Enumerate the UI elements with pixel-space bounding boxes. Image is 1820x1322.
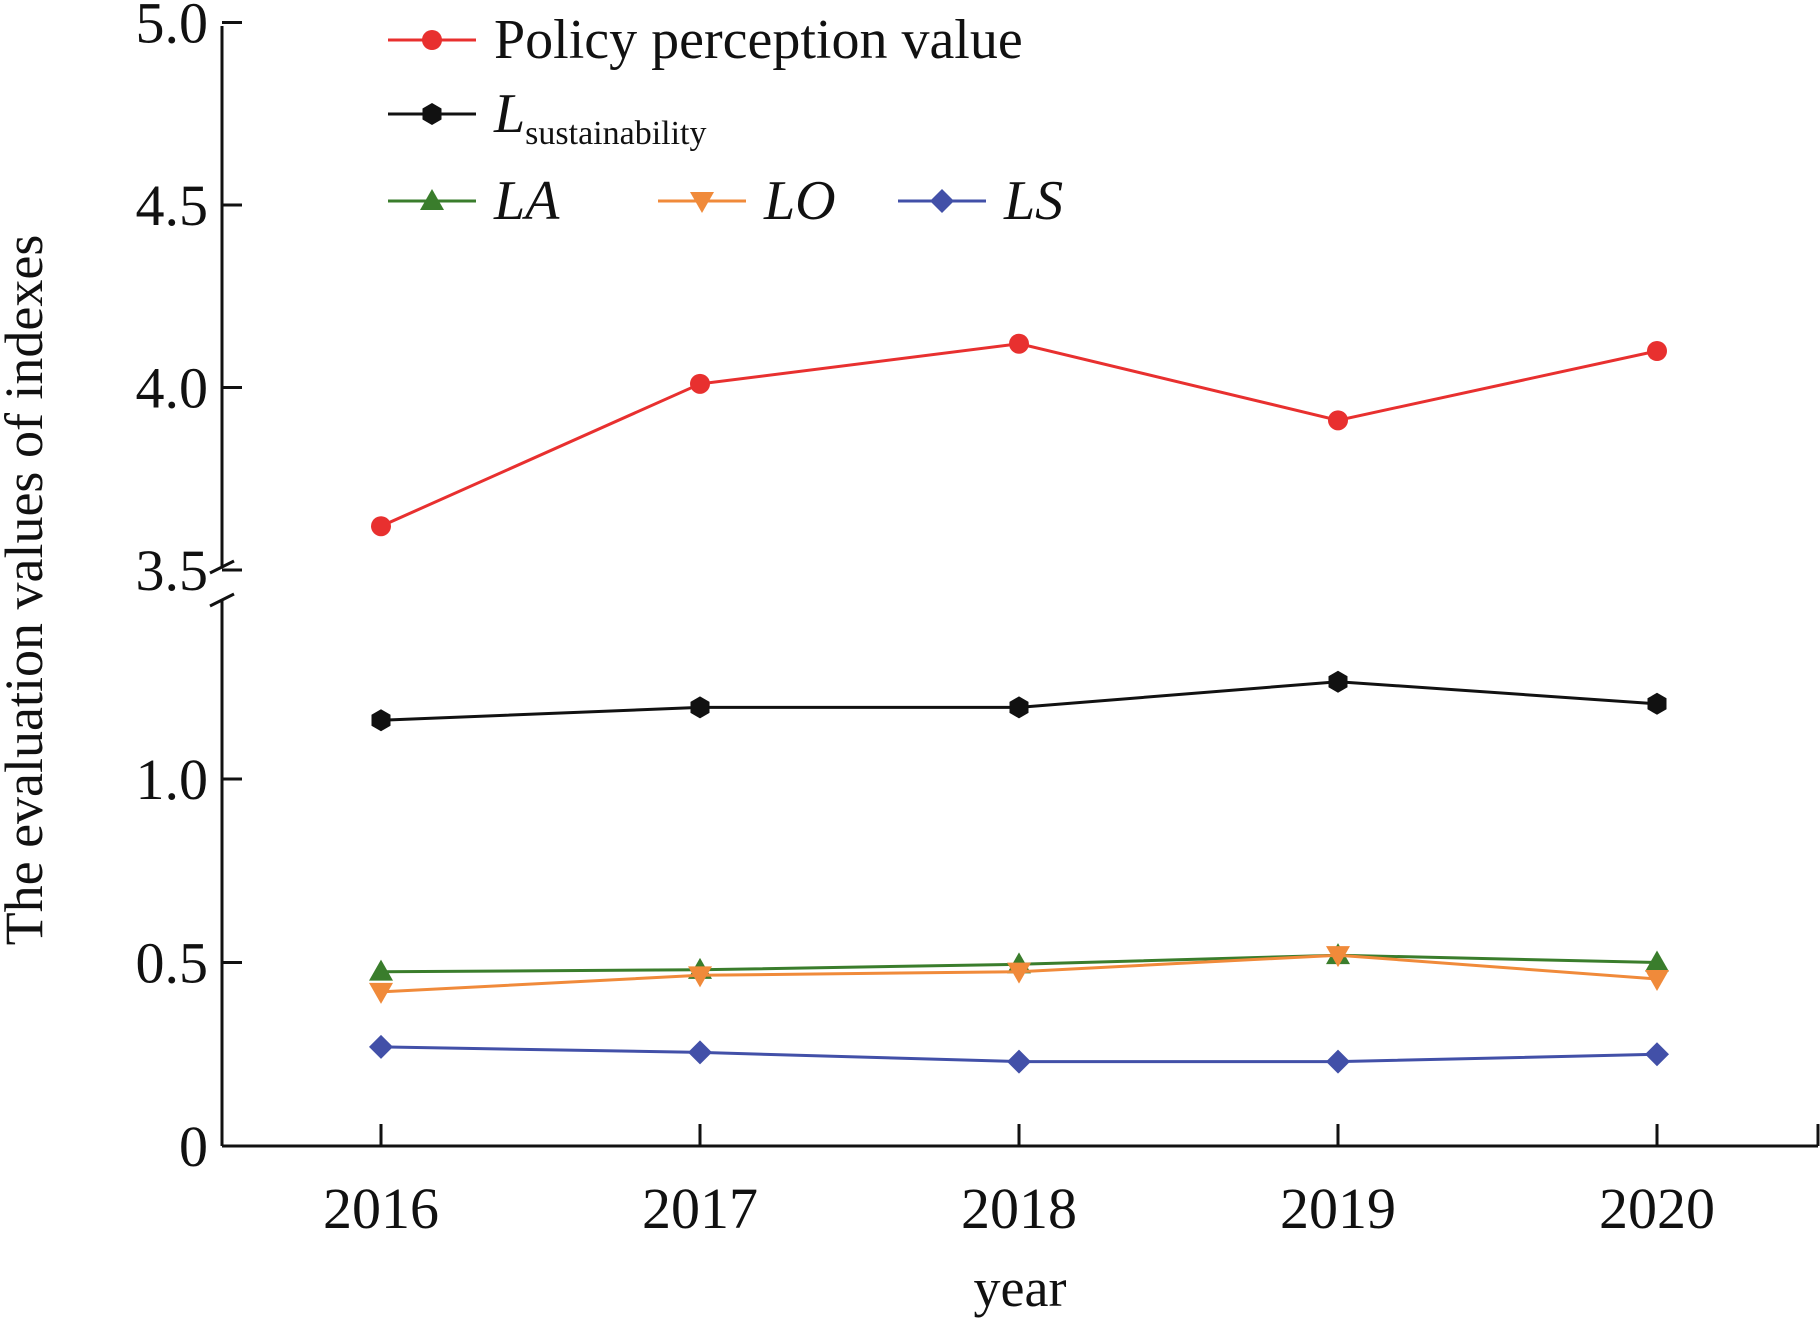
data-point [1645, 1042, 1669, 1067]
data-point [369, 1034, 393, 1059]
series-layer [369, 333, 1669, 1074]
legend-item-4: LO [658, 170, 836, 232]
data-point [1645, 970, 1669, 992]
legend-marker [422, 103, 442, 125]
data-point [688, 966, 712, 988]
data-point [371, 709, 391, 732]
axes: 0 0.5 1.0 3.5 4.0 4.5 5.0 2016 2017 2018 2019 2020 [136, 0, 1820, 1241]
series-5 [369, 1034, 1669, 1074]
legend-item-2: Lsustainability [388, 83, 706, 152]
legend-label: LO [763, 170, 836, 232]
y-axis-title: The evaluation values of indexes [0, 235, 54, 946]
data-point [1328, 410, 1348, 431]
data-point [1647, 341, 1667, 361]
legend-marker [422, 30, 442, 50]
y-tick-label: 3.5 [136, 538, 209, 603]
legend-label: LS [1003, 170, 1063, 232]
series-4 [369, 946, 1669, 1004]
x-tick-label: 2019 [1280, 1176, 1396, 1241]
data-point [1009, 696, 1029, 719]
x-tick-label: 2017 [642, 1176, 758, 1241]
data-point [1007, 962, 1031, 984]
data-point [688, 1040, 712, 1065]
legend-label: LA [493, 170, 560, 232]
legend-item-5: LS [898, 170, 1063, 232]
legend: Policy perception value Lsustainability LA… [388, 9, 1063, 232]
data-point [1328, 670, 1348, 693]
legend-marker [690, 192, 714, 213]
axis-break-mark [209, 559, 235, 575]
legend-marker [930, 189, 954, 213]
y-tick-label: 0 [179, 1114, 208, 1179]
legend-item-1: Policy perception value [388, 9, 1023, 71]
legend-label: Lsustainability [493, 83, 706, 152]
data-point [1645, 950, 1669, 972]
x-tick-label: 2020 [1599, 1176, 1715, 1241]
data-point [1326, 946, 1350, 968]
legend-marker [420, 189, 444, 210]
series-1 [371, 333, 1667, 537]
legend-item-3: LA [388, 170, 560, 232]
series-line [380, 342, 1658, 528]
data-point [1647, 692, 1667, 715]
data-point [369, 982, 393, 1004]
data-point [371, 516, 391, 537]
axis-break-mark [209, 592, 235, 608]
data-point [1326, 1049, 1350, 1074]
data-point [1007, 1049, 1031, 1074]
y-tick-label: 4.5 [136, 173, 209, 238]
data-point [1009, 333, 1029, 354]
y-tick-label: 1.0 [136, 747, 209, 812]
y-tick-label: 0.5 [136, 931, 209, 996]
x-axis-title: year [974, 1258, 1067, 1318]
y-tick-label: 5.0 [136, 0, 209, 56]
data-point [690, 373, 710, 394]
data-point [690, 696, 710, 719]
data-point [369, 959, 393, 981]
series-2 [371, 670, 1667, 732]
x-tick-label: 2016 [323, 1176, 439, 1241]
legend-label: Policy perception value [494, 9, 1023, 71]
x-tick-label: 2018 [961, 1176, 1077, 1241]
y-tick-label: 4.0 [136, 356, 209, 421]
